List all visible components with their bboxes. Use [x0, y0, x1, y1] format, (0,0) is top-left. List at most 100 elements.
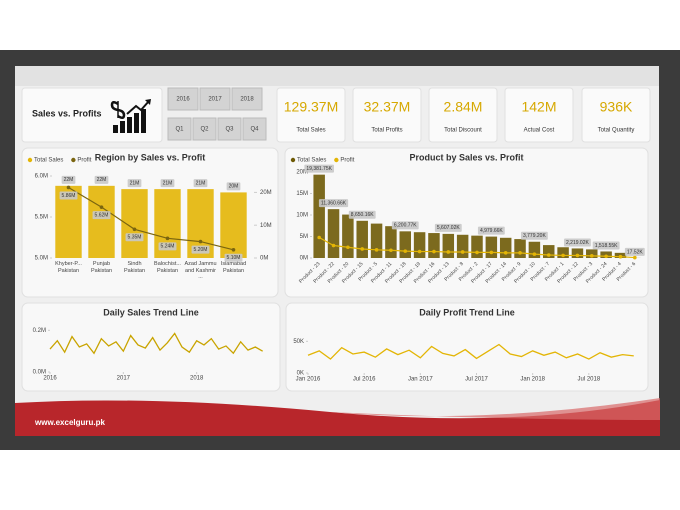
x-tick-label-box: Balochist... Pakistan: [154, 261, 181, 274]
kpi-value: 32.37M: [364, 99, 411, 115]
line-point: [475, 250, 479, 255]
line-point: [446, 250, 451, 254]
kpi-value: 2.84M: [444, 99, 483, 115]
line-point: [331, 243, 336, 248]
legend-marker: [71, 157, 76, 163]
quarter-filter[interactable]: [242, 117, 267, 141]
x-tick-label: 2016: [43, 376, 57, 382]
data-label: 2,219.02K: [566, 240, 589, 246]
bar: [413, 232, 426, 258]
line-point: [403, 249, 408, 253]
bar: [557, 247, 569, 258]
quarter-filter-label: Q2: [200, 127, 209, 133]
data-label-box: [158, 242, 177, 251]
data-label: 20M: [229, 184, 239, 190]
data-label-box: [160, 179, 175, 188]
y-tick-label: 5.5M: [35, 215, 48, 221]
data-label: 21M: [163, 180, 173, 186]
data-label: 17.52K: [627, 249, 644, 255]
x-tick-label-box: Islamabad Pakistan: [220, 261, 247, 274]
footer-text: www.excelguru.pk: [34, 418, 105, 427]
y-tick-label: 5M: [300, 234, 308, 240]
y2-tick-label: 0M: [260, 256, 268, 262]
legend-label: Profit: [340, 158, 354, 164]
kpi-card: [428, 87, 498, 143]
chart-title: Daily Profit Trend Line: [419, 307, 515, 317]
line-point: [532, 252, 537, 256]
data-label-box: [226, 182, 241, 191]
legend-label: Total Sales: [297, 158, 326, 164]
line-point: [198, 239, 203, 244]
line-point: [360, 247, 365, 251]
x-tick-label: Jan 2018: [520, 377, 545, 383]
kpi-card: [352, 87, 422, 143]
data-label-box: [318, 199, 349, 208]
data-label: 5.86M: [62, 193, 76, 199]
chart-card: [285, 302, 649, 392]
data-label-box: [304, 164, 334, 173]
quarter-filter-label: Q4: [250, 127, 259, 133]
x-tick-label: Jul 2017: [465, 377, 488, 383]
data-label: 11,360.66K: [321, 200, 347, 206]
data-label: 3,779.20K: [523, 233, 546, 239]
bar: [528, 241, 541, 258]
year-filter[interactable]: [231, 87, 263, 111]
bar: [385, 226, 397, 258]
y-tick-label: 6.0M: [35, 174, 48, 180]
data-label: 5.35M: [128, 235, 142, 241]
y2-tick-label: 20M: [260, 190, 272, 196]
line-point: [132, 227, 137, 232]
legend-marker: [334, 157, 339, 163]
kpi-card: [276, 87, 346, 143]
line-point: [503, 251, 508, 255]
quarter-filter[interactable]: [167, 117, 192, 141]
x-tick-label: 2018: [190, 376, 204, 382]
kpi-label: Total Sales: [296, 128, 325, 134]
data-label-box: [191, 245, 210, 254]
data-label: 21M: [130, 180, 140, 186]
x-tick-label: Jan 2016: [296, 377, 321, 383]
kpi-label: Total Profits: [371, 128, 402, 134]
line-point: [546, 253, 551, 257]
legend-marker: [290, 157, 296, 163]
year-filter[interactable]: [167, 87, 199, 111]
y-tick-label: 10M: [296, 213, 308, 219]
bar: [399, 231, 411, 258]
line-point: [374, 248, 379, 252]
year-filter-label: 2017: [208, 97, 222, 103]
bar: [456, 234, 469, 258]
x-tick-label: Jul 2018: [577, 377, 600, 383]
data-label-box: [434, 223, 462, 232]
x-tick-label: 2017: [117, 376, 131, 382]
line-point: [99, 205, 104, 209]
bar: [543, 245, 555, 258]
line-point: [417, 249, 422, 254]
x-tick-label: Islamabad Pakistan: [220, 261, 247, 274]
data-label: 5.24M: [161, 244, 175, 250]
line-point: [165, 236, 170, 241]
x-tick-label: Punjab Pakistan: [90, 261, 113, 274]
data-label: 4,979.66K: [480, 228, 503, 234]
footer-band: [15, 400, 660, 436]
line-point: [633, 255, 637, 260]
data-label: 5.20M: [194, 247, 208, 253]
year-filter[interactable]: [199, 87, 231, 111]
x-tick-label: Sindh Pakistan: [123, 261, 146, 274]
kpi-label: Total Discount: [444, 128, 482, 134]
line-point: [604, 254, 608, 259]
data-label-box: [520, 231, 548, 240]
top-strip: [15, 66, 659, 86]
trend-line: [307, 343, 634, 360]
line-point: [489, 250, 494, 255]
bar: [485, 236, 498, 258]
quarter-filter[interactable]: [192, 117, 217, 141]
x-tick-label-box: Azad Jammu and Kashmir ...: [184, 261, 217, 280]
data-label-box: [125, 233, 144, 242]
bar: [471, 235, 483, 258]
profit-line: [68, 186, 234, 251]
bar: [342, 214, 354, 258]
x-tick-label: Azad Jammu and Kashmir ...: [184, 261, 217, 280]
quarter-filter[interactable]: [217, 117, 242, 141]
bar: [356, 220, 368, 258]
